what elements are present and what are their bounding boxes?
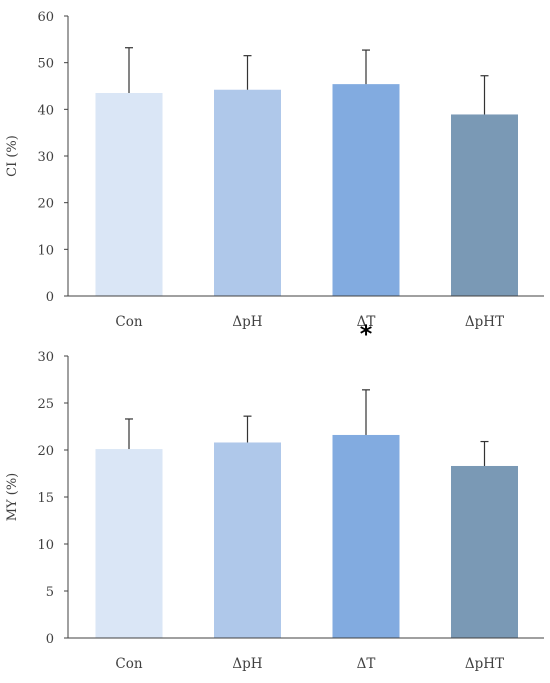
x-tick-label-1-2: ΔpH <box>232 314 262 330</box>
bar-1-1 <box>95 93 163 296</box>
bar-2-1 <box>95 449 163 638</box>
x-tick-label-2-4: ΔpHT <box>465 656 504 672</box>
y-tick-label-1-6: 60 <box>37 10 54 25</box>
significance-marker-2-1: * <box>360 320 373 348</box>
y-tick-label-1-0: 0 <box>46 290 54 305</box>
y-tick-label-1-1: 10 <box>37 243 54 258</box>
x-tick-label-1-3: ΔT <box>357 314 376 330</box>
x-tick-label-2-3: ΔT <box>357 656 376 672</box>
y-tick-label-2-6: 30 <box>37 350 54 365</box>
y-tick-label-2-4: 20 <box>37 444 54 459</box>
y-tick-label-1-2: 20 <box>37 197 54 212</box>
bar-1-4 <box>451 114 518 296</box>
bar-1-2 <box>214 89 281 296</box>
y-tick-label-1-4: 40 <box>37 103 54 118</box>
chart-panel-2: 0 5 10 15 20 25 30 Con ΔpH ΔT ΔpHT MY (%) * <box>5 320 544 672</box>
chart-panel-1: 0 10 20 30 40 50 60 Con ΔpH ΔT ΔpHT CI (%) <box>5 10 544 330</box>
y-tick-label-2-1: 5 <box>46 585 54 600</box>
y-axis-title-2: MY (%) <box>5 473 20 522</box>
bar-2-2 <box>214 442 281 638</box>
x-tick-label-1-4: ΔpHT <box>465 314 504 330</box>
x-tick-label-2-1: Con <box>115 656 142 672</box>
y-axis-title-1: CI (%) <box>5 135 20 177</box>
y-tick-label-2-2: 10 <box>37 538 54 553</box>
y-tick-label-1-3: 30 <box>37 150 54 165</box>
bar-2-4 <box>451 465 518 638</box>
x-tick-label-1-1: Con <box>115 314 142 330</box>
y-tick-label-2-0: 0 <box>46 632 54 647</box>
y-tick-label-2-3: 15 <box>37 491 54 506</box>
y-tick-label-1-5: 50 <box>37 57 54 72</box>
y-tick-label-2-5: 25 <box>37 397 54 412</box>
bar-1-3 <box>332 84 400 296</box>
x-tick-label-2-2: ΔpH <box>232 656 262 672</box>
bar-2-3 <box>332 434 400 638</box>
